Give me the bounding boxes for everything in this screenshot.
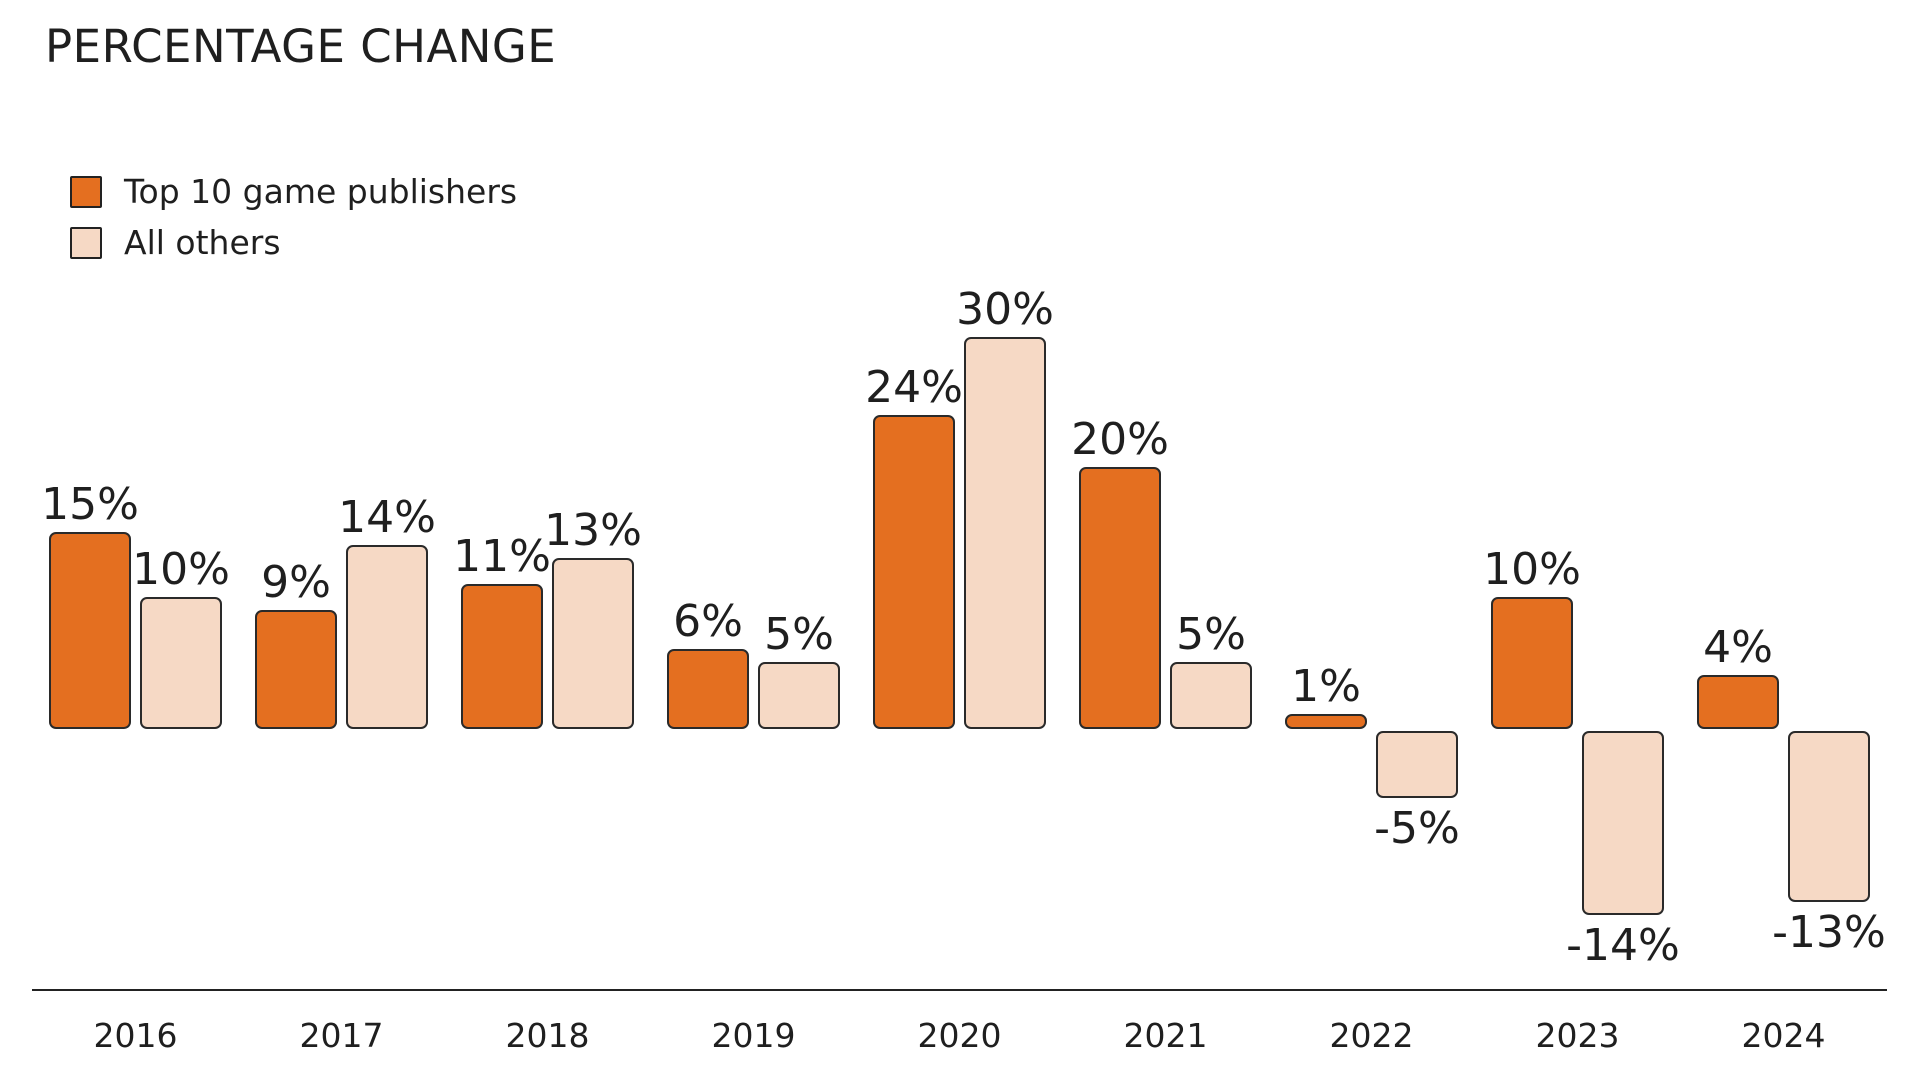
legend: Top 10 game publishers All others	[70, 166, 517, 268]
bar-all-others-2020	[964, 337, 1046, 729]
legend-swatch-all-others	[70, 226, 102, 259]
legend-swatch-top10	[70, 175, 102, 208]
bar-top10-2020	[873, 415, 955, 729]
x-tick-label-2022: 2022	[1330, 1016, 1414, 1055]
x-tick-label-2016: 2016	[94, 1016, 178, 1055]
value-label-all-others-2020: 30%	[956, 284, 1054, 335]
bar-all-others-2022	[1376, 731, 1458, 798]
bar-top10-2017	[255, 610, 337, 729]
value-label-all-others-2021: 5%	[1176, 609, 1246, 660]
chart-title: PERCENTAGE CHANGE	[45, 20, 557, 73]
value-label-top10-2018: 11%	[453, 531, 551, 582]
bar-all-others-2016	[140, 597, 222, 729]
value-label-top10-2016: 15%	[41, 479, 139, 530]
legend-item-top10: Top 10 game publishers	[70, 166, 517, 217]
legend-label-top10: Top 10 game publishers	[124, 172, 518, 211]
bar-all-others-2017	[346, 545, 428, 729]
value-label-all-others-2022: -5%	[1374, 803, 1460, 854]
bar-top10-2023	[1491, 597, 1573, 729]
x-tick-label-2024: 2024	[1742, 1016, 1826, 1055]
x-tick-label-2021: 2021	[1124, 1016, 1208, 1055]
bar-all-others-2019	[758, 662, 840, 729]
bar-top10-2022	[1285, 714, 1367, 729]
value-label-top10-2022: 1%	[1291, 661, 1361, 712]
value-label-all-others-2016: 10%	[132, 544, 230, 595]
legend-label-all-others: All others	[124, 223, 281, 262]
value-label-top10-2021: 20%	[1071, 414, 1169, 465]
x-tick-label-2023: 2023	[1536, 1016, 1620, 1055]
bar-top10-2024	[1697, 675, 1779, 729]
value-label-top10-2017: 9%	[261, 557, 331, 608]
x-tick-label-2017: 2017	[300, 1016, 384, 1055]
bar-all-others-2021	[1170, 662, 1252, 729]
bar-top10-2018	[461, 584, 543, 729]
bar-all-others-2018	[552, 558, 634, 729]
bar-all-others-2023	[1582, 731, 1664, 915]
value-label-top10-2020: 24%	[865, 362, 963, 413]
value-label-all-others-2018: 13%	[544, 505, 642, 556]
value-label-all-others-2017: 14%	[338, 492, 436, 543]
value-label-top10-2024: 4%	[1703, 622, 1773, 673]
bar-top10-2019	[667, 649, 749, 729]
x-tick-label-2020: 2020	[918, 1016, 1002, 1055]
x-tick-label-2018: 2018	[506, 1016, 590, 1055]
legend-item-all-others: All others	[70, 217, 517, 268]
value-label-all-others-2019: 5%	[764, 609, 834, 660]
bar-top10-2016	[49, 532, 131, 729]
bar-all-others-2024	[1788, 731, 1870, 902]
value-label-top10-2019: 6%	[673, 596, 743, 647]
x-tick-label-2019: 2019	[712, 1016, 796, 1055]
value-label-all-others-2023: -14%	[1566, 920, 1680, 971]
value-label-top10-2023: 10%	[1483, 544, 1581, 595]
value-label-all-others-2024: -13%	[1772, 907, 1886, 958]
bar-top10-2021	[1079, 467, 1161, 729]
